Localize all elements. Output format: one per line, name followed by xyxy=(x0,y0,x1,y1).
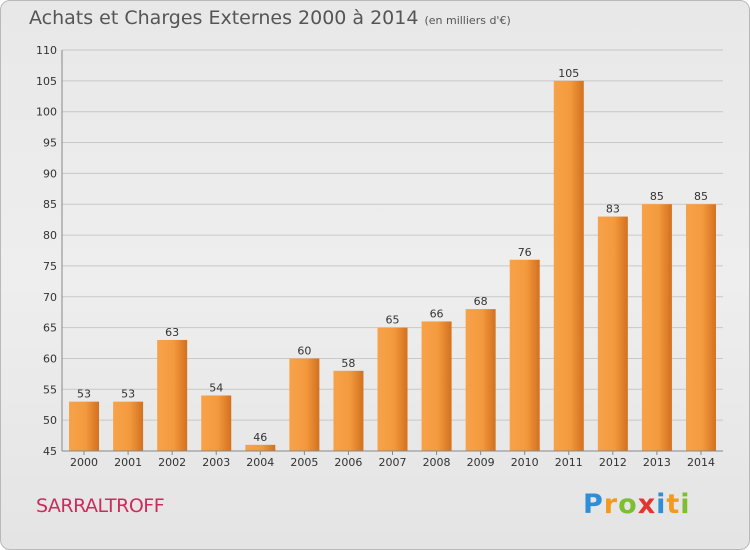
x-tick-label-2001: 2001 xyxy=(114,456,142,469)
data-label-2009: 68 xyxy=(474,295,488,308)
data-label-2011: 105 xyxy=(558,67,579,80)
y-tick-label: 105 xyxy=(36,75,57,88)
chart-title: Achats et Charges Externes 2000 à 2014 (e… xyxy=(29,7,511,29)
y-tick-label: 65 xyxy=(43,322,57,335)
bar-2014 xyxy=(685,204,716,451)
logo-letter: o xyxy=(618,489,638,520)
y-tick-label: 60 xyxy=(43,352,57,365)
x-tick-label-2008: 2008 xyxy=(423,456,451,469)
data-label-2002: 63 xyxy=(165,326,179,339)
bar-2007 xyxy=(377,327,408,451)
logo-letter: i xyxy=(656,489,667,520)
bar-2013 xyxy=(641,204,672,451)
logo-letter: t xyxy=(666,489,681,520)
bar-2010 xyxy=(509,259,540,451)
x-tick-label-2014: 2014 xyxy=(687,456,715,469)
axis-layer: 45 50 55 60 65 70 75 80 85 90 95 100 105 110 2000 2001 2… xyxy=(36,44,723,469)
town-name: SARRALTROFF xyxy=(36,495,165,517)
data-label-2000: 53 xyxy=(77,388,91,401)
y-tick-label: 90 xyxy=(43,167,57,180)
bar-2000 xyxy=(69,401,100,451)
x-tick-label-2007: 2007 xyxy=(379,456,407,469)
data-label-2012: 83 xyxy=(606,203,620,216)
data-label-2004: 46 xyxy=(253,431,267,444)
data-label-2008: 66 xyxy=(430,307,444,320)
bar-2002 xyxy=(157,339,188,451)
chart-subtitle: (en milliers d'€) xyxy=(424,14,511,27)
y-tick-label: 55 xyxy=(43,383,57,396)
data-label-2010: 76 xyxy=(518,246,532,259)
data-label-2013: 85 xyxy=(650,190,664,203)
y-tick-label: 70 xyxy=(43,291,57,304)
y-tick-label: 85 xyxy=(43,198,57,211)
x-tick-label-2013: 2013 xyxy=(643,456,671,469)
data-label-2001: 53 xyxy=(121,388,135,401)
y-tick-label: 80 xyxy=(43,229,57,242)
logo-letter: r xyxy=(603,489,619,520)
bar-2006 xyxy=(333,370,364,451)
x-tick-label-2004: 2004 xyxy=(246,456,274,469)
x-tick-label-2006: 2006 xyxy=(334,456,362,469)
x-tick-label-2003: 2003 xyxy=(202,456,230,469)
data-label-2006: 58 xyxy=(341,357,355,370)
x-tick-label-2005: 2005 xyxy=(290,456,318,469)
y-tick-label: 50 xyxy=(43,414,57,427)
bar-2001 xyxy=(113,401,144,451)
bar-2003 xyxy=(201,395,232,451)
bar-2009 xyxy=(465,309,496,451)
x-tick-label-2002: 2002 xyxy=(158,456,186,469)
y-tick-label: 110 xyxy=(36,44,57,57)
y-tick-label: 95 xyxy=(43,137,57,150)
y-tick-label: 75 xyxy=(43,260,57,273)
x-tick-label-2012: 2012 xyxy=(599,456,627,469)
y-tick-label: 45 xyxy=(43,445,57,458)
title-text: Achats et Charges Externes 2000 à 2014 xyxy=(29,7,419,29)
x-tick-label-2010: 2010 xyxy=(511,456,539,469)
data-label-2014: 85 xyxy=(694,190,708,203)
data-label-2003: 54 xyxy=(209,381,223,394)
x-tick-label-2000: 2000 xyxy=(70,456,98,469)
logo-letter: x xyxy=(637,489,657,520)
bar-2012 xyxy=(597,216,628,451)
y-tick-label: 100 xyxy=(36,106,57,119)
bar-2004 xyxy=(245,444,276,451)
bar-2005 xyxy=(289,358,320,451)
data-label-2007: 65 xyxy=(386,314,400,327)
bar-2008 xyxy=(421,321,452,451)
proxiti-logo: Proxiti xyxy=(583,489,691,520)
bar-2011 xyxy=(553,80,584,451)
logo-letter: P xyxy=(583,489,604,520)
x-tick-label-2011: 2011 xyxy=(555,456,583,469)
data-label-2005: 60 xyxy=(297,344,311,357)
logo-letter: i xyxy=(680,489,691,520)
x-tick-label-2009: 2009 xyxy=(467,456,495,469)
bar-layer: 53 53 63 54 46 60 58 65 66 68 76 105 83 85 85 xyxy=(69,67,716,451)
